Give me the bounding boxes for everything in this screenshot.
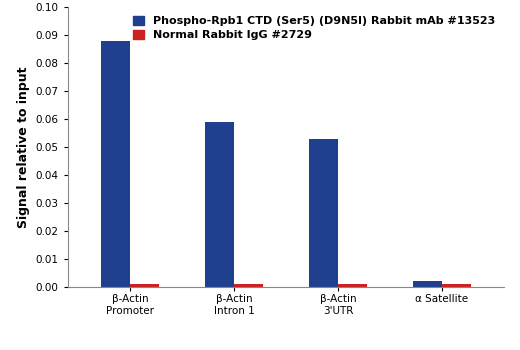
Bar — [101, 41, 130, 287]
Bar — [130, 284, 159, 287]
Y-axis label: Signal relative to input: Signal relative to input — [17, 66, 30, 228]
Bar — [338, 284, 367, 287]
Bar — [309, 139, 338, 287]
Legend: Phospho-Rpb1 CTD (Ser5) (D9N5I) Rabbit mAb #13523, Normal Rabbit IgG #2729: Phospho-Rpb1 CTD (Ser5) (D9N5I) Rabbit m… — [130, 13, 499, 43]
Bar — [234, 284, 263, 287]
Bar — [442, 284, 471, 287]
Bar — [413, 281, 442, 287]
Bar — [205, 122, 234, 287]
